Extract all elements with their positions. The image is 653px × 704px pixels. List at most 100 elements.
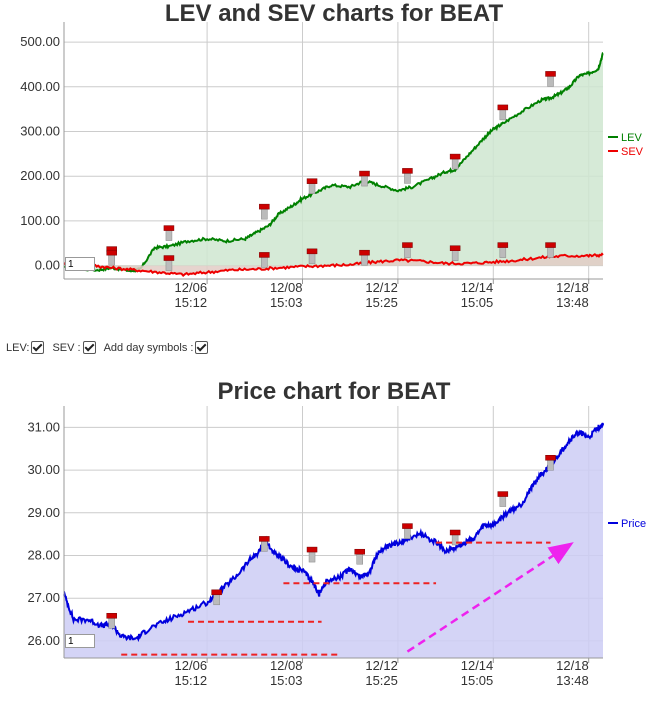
- day-symbol-stem: [261, 256, 268, 268]
- series-controls: LEV: SEV : Add day symbols :: [6, 341, 214, 354]
- day-symbol-flag: [163, 255, 175, 261]
- day-symbol-stem: [261, 540, 268, 552]
- day-symbol: [402, 242, 413, 258]
- day-symbol-stem: [108, 253, 115, 266]
- day-symbol: [306, 546, 318, 563]
- series-area-sev: [64, 253, 603, 276]
- x-tick-label-time: 15:25: [365, 295, 398, 310]
- y-tick-label: 27.00: [27, 590, 60, 605]
- day-symbols-toggle-label: Add day symbols :: [103, 341, 194, 354]
- day-symbol: [545, 71, 556, 87]
- day-symbol-stem: [547, 75, 554, 87]
- x-tick-label-date: 12/14: [461, 658, 494, 673]
- price-chart: 26.00 27.00 28.00 29.00 30.00 31.00 12/0615:12…: [27, 406, 646, 688]
- x-tick-label-date: 12/14: [461, 280, 494, 295]
- price-navigator-input[interactable]: 1: [65, 634, 95, 648]
- day-symbol-flag: [449, 245, 461, 251]
- day-symbol-flag: [402, 242, 413, 248]
- x-tick-label-date: 12/08: [270, 280, 303, 295]
- legend-label-price: Price: [621, 518, 646, 530]
- y-tick-label: 100.00: [20, 213, 60, 228]
- x-tick-label-date: 12/06: [175, 280, 208, 295]
- day-symbol-flag: [163, 225, 175, 231]
- x-tick-label-time: 15:03: [270, 295, 303, 310]
- series-line-price: [63, 422, 604, 643]
- x-tick-label-date: 12/12: [365, 658, 398, 673]
- x-tick-label-time: 13:48: [556, 295, 589, 310]
- day-symbol: [449, 245, 461, 261]
- day-symbol-stem: [451, 249, 459, 261]
- day-symbol: [359, 249, 370, 266]
- x-tick-label-date: 12/08: [270, 658, 303, 673]
- day-symbol-stem: [261, 207, 268, 220]
- day-symbol: [211, 589, 222, 606]
- day-symbol: [163, 225, 175, 241]
- day-symbol: [497, 491, 509, 507]
- day-symbol: [449, 153, 461, 170]
- day-symbol: [545, 242, 556, 258]
- day-symbol-flag: [306, 546, 318, 553]
- day-symbol-flag: [259, 536, 270, 542]
- day-symbol-stem: [451, 157, 459, 170]
- day-symbol-stem: [361, 253, 368, 266]
- lev-sev-chart: 0.00100.00200.00300.00400.00500.0012/061…: [20, 22, 644, 310]
- day-symbol-stem: [308, 252, 316, 265]
- y-tick-label: 30.00: [27, 462, 60, 477]
- day-symbol-flag: [449, 153, 461, 160]
- day-symbol: [402, 168, 413, 184]
- legend-label-sev: SEV: [621, 146, 644, 158]
- day-symbol-stem: [499, 246, 507, 258]
- day-symbol-stem: [361, 174, 368, 187]
- x-tick-label-time: 15:05: [461, 673, 494, 688]
- x-tick-label-time: 15:12: [175, 295, 208, 310]
- y-tick-label: 31.00: [27, 419, 60, 434]
- day-symbol: [449, 529, 461, 546]
- day-symbol-flag: [259, 203, 270, 210]
- day-symbol: [106, 249, 117, 266]
- day-symbol-flag: [545, 242, 556, 248]
- day-symbol-flag: [211, 589, 222, 596]
- day-symbol-flag: [497, 104, 509, 111]
- day-symbol: [354, 548, 365, 565]
- y-tick-label: 26.00: [27, 633, 60, 648]
- day-symbol: [497, 104, 509, 121]
- lev-sev-navigator-input[interactable]: 1: [65, 257, 95, 271]
- day-symbol-stem: [547, 246, 554, 258]
- day-symbol-flag: [402, 523, 413, 529]
- day-symbol: [259, 203, 270, 220]
- day-symbol-stem: [547, 459, 554, 471]
- day-symbol-flag: [359, 249, 370, 256]
- day-symbol-flag: [306, 248, 318, 255]
- day-symbols-checkbox[interactable]: [195, 341, 209, 354]
- y-tick-label: 28.00: [27, 547, 60, 562]
- x-tick-label-date: 12/18: [556, 658, 589, 673]
- sev-toggle-label: SEV :: [52, 341, 81, 354]
- x-tick-label-date: 12/06: [175, 658, 208, 673]
- day-symbol-flag: [449, 529, 461, 536]
- day-symbol: [259, 536, 270, 552]
- lev-checkbox[interactable]: [31, 341, 45, 354]
- day-symbol-flag: [354, 548, 365, 555]
- day-symbol: [545, 455, 556, 471]
- x-tick-label-time: 13:48: [556, 673, 589, 688]
- series-area-price: [64, 423, 603, 658]
- y-tick-label: 200.00: [20, 168, 60, 183]
- day-symbol: [359, 170, 370, 187]
- day-symbol: [497, 242, 509, 258]
- y-tick-label: 29.00: [27, 505, 60, 520]
- x-tick-label-time: 15:03: [270, 673, 303, 688]
- price-chart-title: Price chart for BEAT: [217, 378, 451, 405]
- x-tick-label-time: 15:05: [461, 295, 494, 310]
- day-symbol-stem: [165, 229, 173, 241]
- day-symbol-stem: [108, 617, 115, 629]
- y-tick-label: 400.00: [20, 79, 60, 94]
- x-tick-label-date: 12/18: [556, 280, 589, 295]
- trend-arrow: [406, 542, 574, 653]
- day-symbol-flag: [359, 170, 370, 177]
- day-symbol-flag: [497, 491, 509, 497]
- series-area-lev: [64, 53, 603, 272]
- x-tick-label-time: 15:25: [365, 673, 398, 688]
- y-tick-label: 500.00: [20, 34, 60, 49]
- sev-checkbox[interactable]: [82, 341, 96, 354]
- day-symbol-flag: [402, 168, 413, 174]
